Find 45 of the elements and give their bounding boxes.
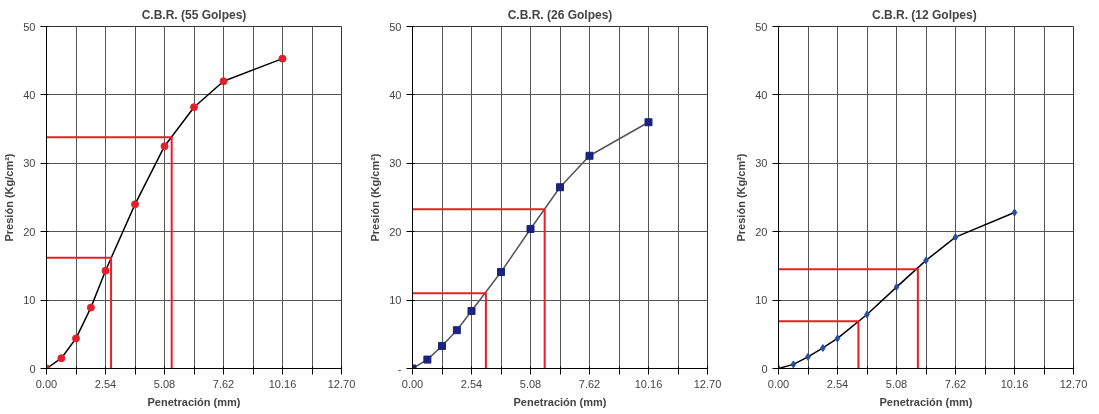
y-tick-label: - <box>397 362 402 375</box>
y-tick-label: 30 <box>389 157 402 170</box>
x-tick-label: 2.54 <box>94 377 117 390</box>
y-tick-label: 10 <box>23 294 36 307</box>
x-tick-label: 0.00 <box>401 377 424 390</box>
y-tick-label: 40 <box>755 88 768 101</box>
x-tick-label: 10.16 <box>1000 377 1029 390</box>
y-tick-label: 0 <box>761 362 768 375</box>
x-tick-label: 7.62 <box>578 377 601 390</box>
y-tick-label: 20 <box>389 225 402 238</box>
x-tick-label: 10.16 <box>634 377 663 390</box>
y-tick-label: 40 <box>389 88 402 101</box>
chart-title: C.B.R. (55 Golpes) <box>141 7 247 22</box>
y-tick-label: 30 <box>23 157 36 170</box>
y-axis-title: Presión (Kg/cm²) <box>369 153 382 242</box>
y-axis-title: Presión (Kg/cm²) <box>735 153 748 242</box>
x-tick-label: 10.16 <box>268 377 297 390</box>
y-tick-label: 10 <box>755 294 768 307</box>
chart-title: C.B.R. (12 Golpes) <box>871 7 977 22</box>
x-axis-title: Penetración (mm) <box>879 395 973 408</box>
y-tick-label: 30 <box>755 157 768 170</box>
x-axis-title: Penetración (mm) <box>513 395 607 408</box>
x-tick-label: 2.54 <box>460 377 483 390</box>
x-tick-label: 12.70 <box>327 377 356 390</box>
y-tick-label: 10 <box>389 294 402 307</box>
x-tick-label: 5.08 <box>519 377 542 390</box>
y-tick-label: 50 <box>755 20 768 33</box>
y-tick-label: 50 <box>389 20 402 33</box>
x-tick-label: 2.54 <box>826 377 849 390</box>
x-tick-label: 5.08 <box>153 377 176 390</box>
x-tick-label: 0.00 <box>35 377 58 390</box>
x-tick-label: 7.62 <box>212 377 235 390</box>
x-tick-label: 12.70 <box>693 377 722 390</box>
x-tick-label: 7.62 <box>944 377 967 390</box>
y-axis-title: Presión (Kg/cm²) <box>3 153 16 242</box>
x-tick-label: 5.08 <box>885 377 908 390</box>
y-tick-label: 20 <box>755 225 768 238</box>
chart-title: C.B.R. (26 Golpes) <box>507 7 613 22</box>
y-tick-label: 0 <box>29 362 36 375</box>
y-tick-label: 40 <box>23 88 36 101</box>
x-tick-label: 0.00 <box>767 377 790 390</box>
x-axis-title: Penetración (mm) <box>147 395 241 408</box>
x-tick-label: 12.70 <box>1059 377 1088 390</box>
y-tick-label: 20 <box>23 225 36 238</box>
y-tick-label: 50 <box>23 20 36 33</box>
